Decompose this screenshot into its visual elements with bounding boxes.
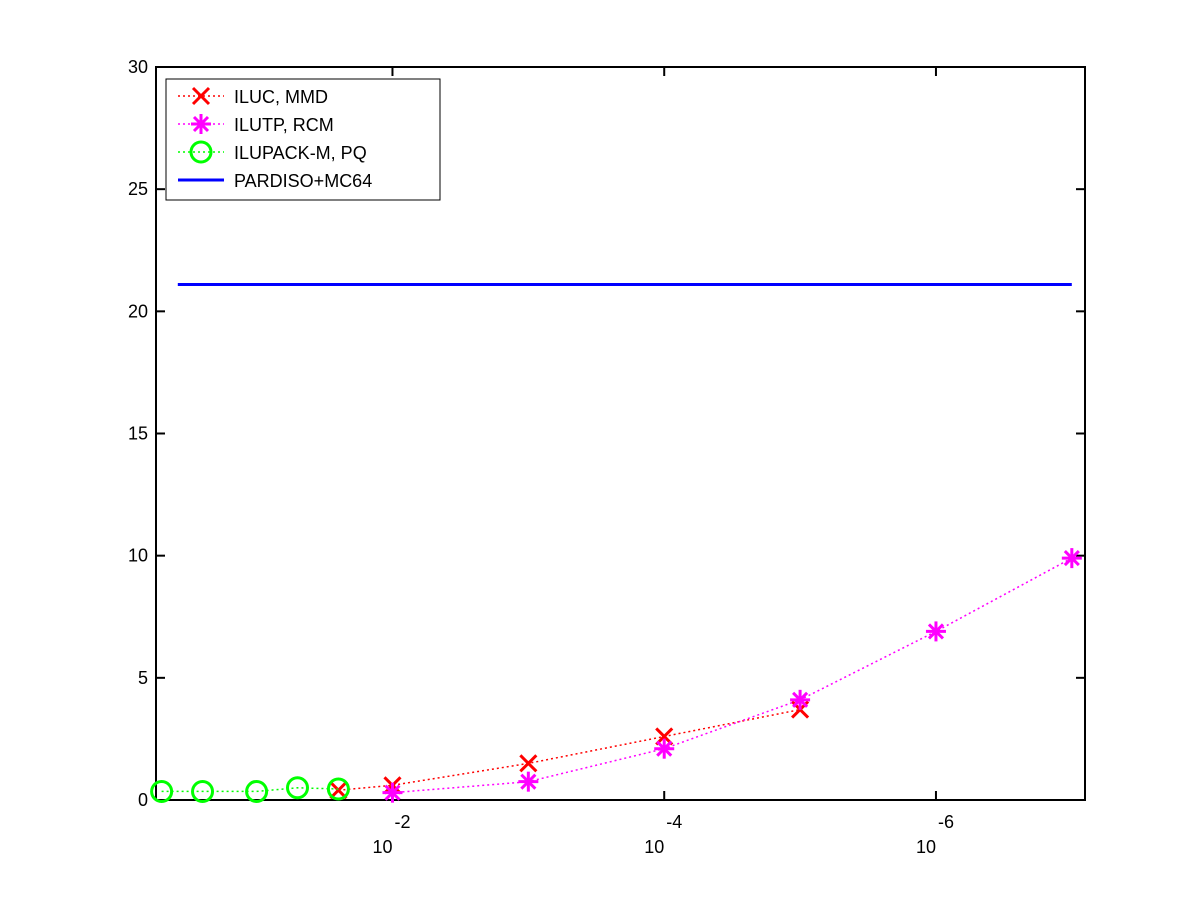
x-tick-label: 10 (916, 837, 936, 857)
marker-stroke (329, 781, 348, 800)
y-tick-label: 25 (128, 179, 148, 199)
data-point (654, 738, 675, 759)
y-tick-label: 30 (128, 57, 148, 77)
marker-stroke (1063, 550, 1080, 567)
x-tick-exponent: -4 (666, 812, 682, 832)
marker-stroke (519, 754, 538, 773)
y-tick-label: 15 (128, 424, 148, 444)
marker-stroke (191, 86, 211, 106)
legend-marker (189, 140, 213, 164)
marker-stroke (927, 623, 945, 640)
data-point (329, 781, 348, 800)
data-point (518, 771, 539, 792)
marker-stroke (150, 779, 174, 803)
data-point (285, 776, 309, 800)
series-line (161, 787, 339, 793)
y-tick-label: 20 (128, 301, 148, 321)
marker-stroke (656, 740, 673, 757)
data-point (519, 754, 538, 773)
y-tick-label: 0 (138, 790, 148, 810)
x-tick-exponent: -6 (938, 812, 954, 832)
marker-stroke (326, 777, 350, 801)
data-point (245, 779, 269, 803)
x-tick-label: 10 (644, 837, 664, 857)
legend-marker (191, 114, 211, 134)
data-point (925, 621, 946, 642)
marker-stroke (245, 779, 269, 803)
data-point (191, 779, 215, 803)
data-point (1061, 548, 1082, 569)
y-tick-label: 5 (138, 668, 148, 688)
marker-stroke (520, 773, 537, 790)
marker-stroke (285, 776, 309, 800)
marker-stroke (192, 115, 210, 133)
data-point (382, 782, 403, 803)
legend-marker (191, 86, 211, 106)
data-point (150, 779, 174, 803)
marker-stroke (191, 779, 215, 803)
x-tick-label: 10 (372, 837, 392, 857)
legend-label: ILUPACK-M, PQ (234, 143, 367, 163)
marker-stroke (189, 140, 213, 164)
legend-label: ILUC, MMD (234, 87, 328, 107)
y-tick-label: 10 (128, 546, 148, 566)
marker-stroke (792, 691, 809, 708)
marker-stroke (384, 784, 401, 801)
legend-label: PARDISO+MC64 (234, 171, 372, 191)
x-tick-exponent: -2 (394, 812, 410, 832)
data-point (790, 689, 811, 710)
data-point (326, 777, 350, 801)
legend-label: ILUTP, RCM (234, 115, 334, 135)
